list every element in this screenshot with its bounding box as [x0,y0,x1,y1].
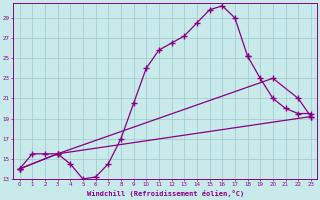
X-axis label: Windchill (Refroidissement éolien,°C): Windchill (Refroidissement éolien,°C) [87,190,244,197]
